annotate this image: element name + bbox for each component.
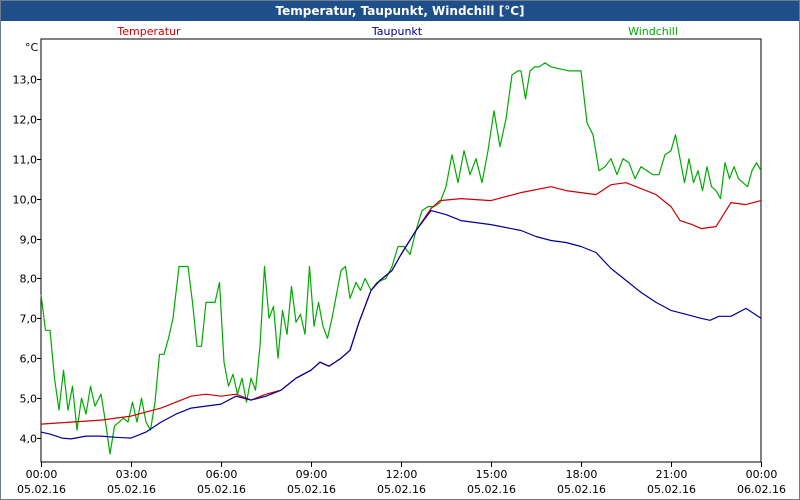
- x-tick-time-label: 21:00: [656, 468, 688, 481]
- y-tick-label: 6,0: [20, 353, 38, 366]
- y-tick-label: 4,0: [20, 433, 38, 446]
- x-tick-date-label: 05.02.16: [647, 483, 696, 496]
- x-tick-time-label: 18:00: [566, 468, 598, 481]
- x-tick-time-label: 00:00: [26, 468, 58, 481]
- x-tick-time-label: 00:00: [746, 468, 778, 481]
- legend-item-windchill: Windchill: [628, 25, 678, 38]
- plot-area: [40, 38, 762, 463]
- x-tick-time-label: 06:00: [206, 468, 238, 481]
- x-tick-date-label: 06.02.16: [737, 483, 786, 496]
- y-tick-label: 8,0: [20, 273, 38, 286]
- series-lines: [40, 62, 762, 455]
- y-tick-label: 5,0: [20, 393, 38, 406]
- y-tick-label: 13,0: [13, 74, 38, 87]
- x-tick-date-label: 05.02.16: [557, 483, 606, 496]
- y-tick-label: 11,0: [13, 154, 38, 167]
- x-tick-date-label: 05.02.16: [107, 483, 156, 496]
- x-tick-date-label: 05.02.16: [197, 483, 246, 496]
- legend-item-taupunkt: Taupunkt: [371, 25, 423, 38]
- y-unit-label: °C: [25, 41, 39, 54]
- series-line-windchill: [40, 62, 762, 455]
- x-tick-date-label: 05.02.16: [287, 483, 336, 496]
- x-tick-date-label: 05.02.16: [377, 483, 426, 496]
- line-chart: Temperatur Taupunkt Windchill 4,0 5,0 6,0 7,0…: [13, 25, 786, 496]
- x-tick-date-label: 05.02.16: [17, 483, 66, 496]
- axes: [37, 38, 762, 467]
- y-tick-label: 9,0: [20, 234, 38, 247]
- x-tick-date-label: 05.02.16: [467, 483, 516, 496]
- legend: Temperatur Taupunkt Windchill: [116, 25, 678, 38]
- y-tick-label: 7,0: [20, 313, 38, 326]
- x-tick-time-label: 15:00: [476, 468, 508, 481]
- y-tick-label: 12,0: [13, 114, 38, 127]
- x-tick-time-label: 09:00: [296, 468, 328, 481]
- y-tick-label: 10,0: [13, 194, 38, 207]
- axis-labels: 4,0 5,0 6,0 7,0 8,0 9,0 10,0 11,0 12,0 13,0 °C 00:0…: [13, 41, 786, 496]
- legend-item-temperatur: Temperatur: [116, 25, 181, 38]
- window-title: Temperatur, Taupunkt, Windchill [°C]: [1, 1, 799, 21]
- x-tick-time-label: 12:00: [386, 468, 418, 481]
- series-line-taupunkt: [40, 210, 762, 440]
- x-tick-time-label: 03:00: [116, 468, 148, 481]
